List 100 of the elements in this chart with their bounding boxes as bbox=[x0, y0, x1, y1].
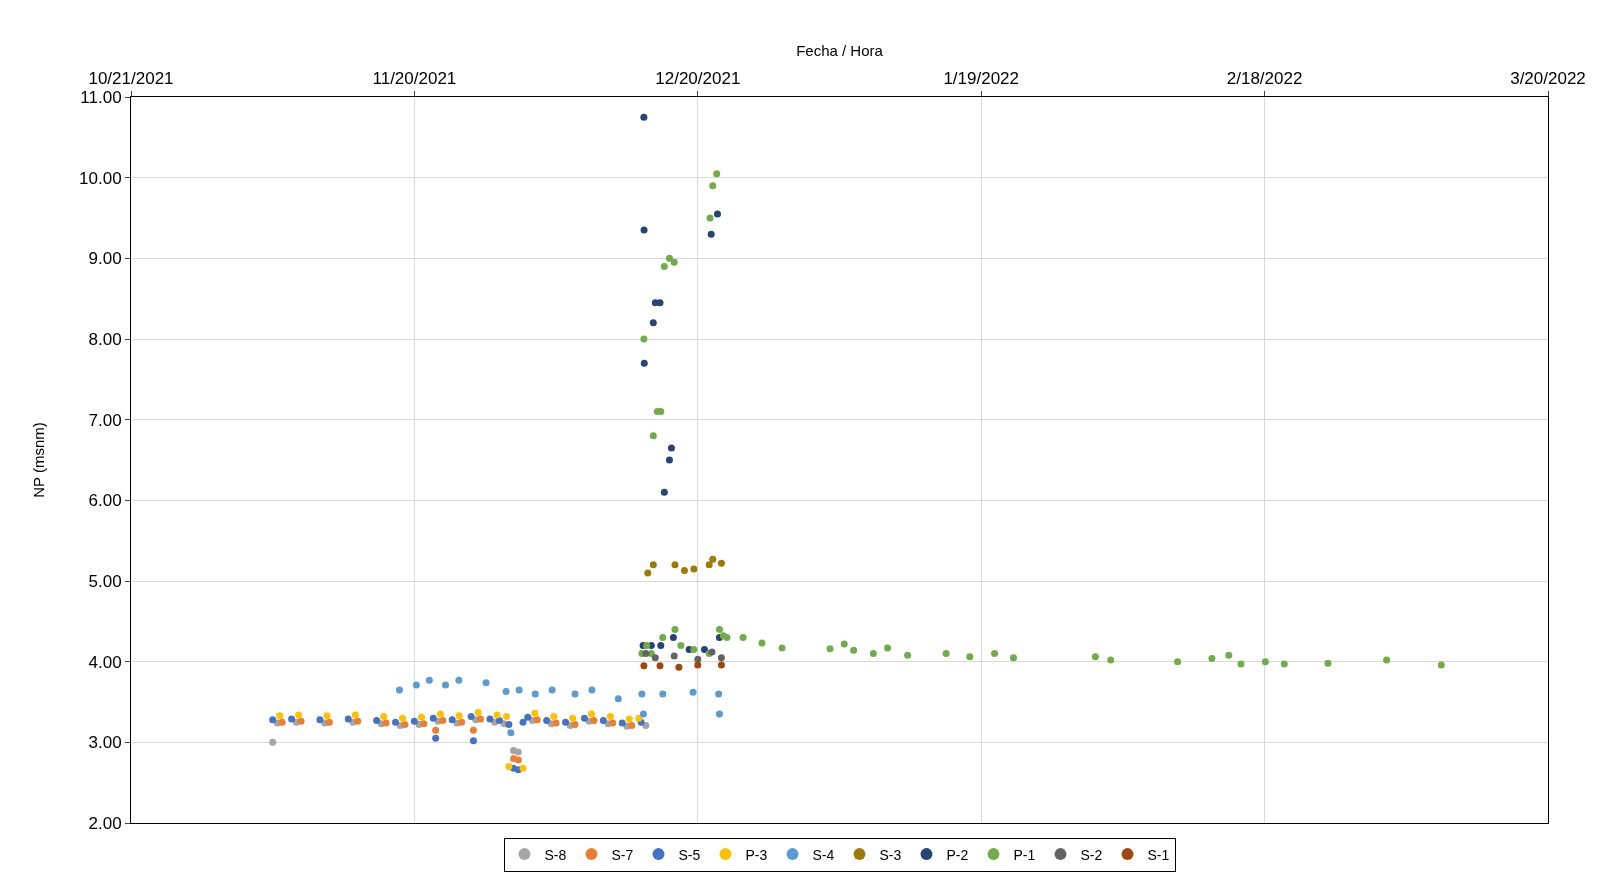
point bbox=[649, 319, 657, 327]
point bbox=[442, 681, 449, 689]
point bbox=[269, 716, 277, 724]
y-tick-label: 4.00 bbox=[88, 652, 122, 672]
point bbox=[715, 710, 723, 718]
point bbox=[670, 258, 678, 266]
point bbox=[713, 170, 721, 178]
point bbox=[671, 561, 679, 569]
point bbox=[392, 718, 400, 726]
point bbox=[519, 764, 527, 772]
point bbox=[316, 716, 324, 724]
point bbox=[1174, 658, 1182, 666]
point bbox=[533, 716, 541, 724]
point bbox=[432, 726, 440, 734]
point bbox=[706, 214, 714, 222]
point bbox=[640, 359, 648, 367]
point bbox=[514, 756, 522, 764]
legend-label: S-1 bbox=[1147, 846, 1170, 863]
point bbox=[660, 262, 668, 270]
point bbox=[680, 567, 688, 575]
point bbox=[1107, 656, 1115, 664]
point bbox=[515, 686, 523, 694]
point bbox=[399, 714, 407, 722]
y-axis-title: NP (msnm) bbox=[30, 422, 48, 498]
point bbox=[373, 717, 381, 725]
point bbox=[552, 719, 560, 727]
point bbox=[486, 715, 494, 723]
y-tick-label: 8.00 bbox=[88, 329, 122, 349]
x-tick-label: 12/20/2021 bbox=[655, 69, 741, 89]
point bbox=[644, 569, 652, 577]
point bbox=[599, 717, 607, 725]
point bbox=[694, 661, 702, 669]
point bbox=[590, 717, 598, 725]
point bbox=[507, 729, 515, 737]
point bbox=[660, 488, 668, 496]
point bbox=[295, 711, 303, 719]
point bbox=[606, 713, 614, 721]
point bbox=[700, 646, 708, 654]
point bbox=[531, 709, 539, 717]
point bbox=[502, 688, 510, 696]
point bbox=[649, 561, 657, 569]
point bbox=[657, 408, 665, 416]
point bbox=[639, 710, 647, 718]
y-tick-label: 10.00 bbox=[79, 168, 122, 188]
point bbox=[715, 690, 723, 698]
point bbox=[495, 717, 503, 725]
legend-label: S-8 bbox=[544, 846, 567, 863]
point bbox=[640, 662, 648, 670]
point bbox=[713, 210, 721, 218]
point bbox=[503, 713, 511, 721]
legend-label: S-4 bbox=[812, 846, 835, 863]
point bbox=[778, 644, 786, 652]
legend-label: S-7 bbox=[611, 846, 634, 863]
point bbox=[667, 444, 675, 452]
y-tick-label: 11.00 bbox=[80, 87, 122, 107]
point bbox=[436, 710, 444, 718]
point bbox=[904, 651, 912, 659]
point bbox=[826, 645, 834, 653]
y-tick-label: 5.00 bbox=[88, 571, 122, 591]
legend-label: S-5 bbox=[678, 846, 701, 863]
point bbox=[690, 565, 698, 573]
point bbox=[288, 715, 296, 723]
point bbox=[942, 650, 950, 658]
point bbox=[677, 642, 685, 650]
point bbox=[640, 226, 648, 234]
point bbox=[689, 688, 697, 696]
point bbox=[448, 716, 456, 724]
legend-label: S-2 bbox=[1080, 846, 1103, 863]
point bbox=[1225, 651, 1233, 659]
point bbox=[505, 763, 513, 771]
legend-label: P-3 bbox=[745, 846, 768, 863]
point bbox=[1208, 654, 1216, 662]
point bbox=[493, 711, 501, 719]
point bbox=[524, 713, 532, 721]
point bbox=[571, 721, 579, 729]
point bbox=[550, 713, 558, 721]
point bbox=[705, 561, 713, 569]
point bbox=[410, 717, 418, 725]
point bbox=[432, 734, 440, 742]
point bbox=[429, 714, 437, 722]
point bbox=[665, 456, 673, 464]
point bbox=[640, 335, 648, 343]
point bbox=[715, 625, 723, 633]
point bbox=[505, 721, 513, 729]
point bbox=[869, 650, 877, 658]
point bbox=[395, 686, 403, 694]
point bbox=[519, 718, 527, 726]
point bbox=[482, 679, 490, 687]
point bbox=[884, 644, 892, 652]
point bbox=[297, 717, 305, 725]
point bbox=[276, 712, 284, 720]
point bbox=[618, 719, 626, 727]
legend-label: P-1 bbox=[1013, 846, 1036, 863]
point bbox=[1383, 656, 1391, 664]
point bbox=[659, 690, 667, 698]
point bbox=[382, 719, 390, 727]
y-tick-label: 6.00 bbox=[88, 491, 122, 511]
point bbox=[640, 113, 648, 121]
point bbox=[609, 719, 617, 727]
point bbox=[455, 676, 463, 684]
